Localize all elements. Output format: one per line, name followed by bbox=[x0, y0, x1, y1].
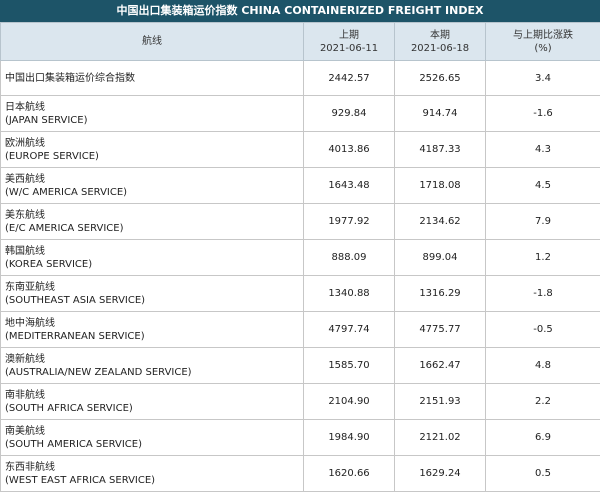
route-cell: 东南亚航线(SOUTHEAST ASIA SERVICE) bbox=[1, 276, 304, 312]
route-name-en: (SOUTH AMERICA SERVICE) bbox=[5, 438, 299, 451]
prev-period-value: 1977.92 bbox=[304, 204, 395, 240]
page-title: 中国出口集装箱运价指数 CHINA CONTAINERIZED FREIGHT … bbox=[0, 0, 600, 22]
current-period-value: 914.74 bbox=[395, 96, 486, 132]
route-name-cn: 日本航线 bbox=[5, 101, 299, 114]
change-percent-value: 0.5 bbox=[486, 456, 600, 492]
current-period-label: 本期 bbox=[395, 29, 485, 42]
route-name-cn: 东西非航线 bbox=[5, 461, 299, 474]
current-period-value: 1662.47 bbox=[395, 348, 486, 384]
prev-period-date: 2021-06-11 bbox=[304, 42, 394, 55]
prev-period-value: 2442.57 bbox=[304, 61, 395, 96]
change-percent-value: -1.8 bbox=[486, 276, 600, 312]
route-name-cn: 美西航线 bbox=[5, 173, 299, 186]
prev-period-value: 929.84 bbox=[304, 96, 395, 132]
route-name-en: (MEDITERRANEAN SERVICE) bbox=[5, 330, 299, 343]
route-name-cn: 美东航线 bbox=[5, 209, 299, 222]
route-name-en: (KOREA SERVICE) bbox=[5, 258, 299, 271]
route-cell: 美东航线(E/C AMERICA SERVICE) bbox=[1, 204, 304, 240]
route-name-cn: 韩国航线 bbox=[5, 245, 299, 258]
change-percent-value: 4.3 bbox=[486, 132, 600, 168]
route-name-cn: 欧洲航线 bbox=[5, 137, 299, 150]
route-cell: 南美航线(SOUTH AMERICA SERVICE) bbox=[1, 420, 304, 456]
current-period-date: 2021-06-18 bbox=[395, 42, 485, 55]
current-period-value: 2151.93 bbox=[395, 384, 486, 420]
change-label: 与上期比涨跌 bbox=[486, 29, 600, 42]
change-unit: (%) bbox=[486, 42, 600, 55]
prev-period-value: 1585.70 bbox=[304, 348, 395, 384]
current-period-value: 2526.65 bbox=[395, 61, 486, 96]
current-period-column-header: 本期 2021-06-18 bbox=[395, 23, 486, 61]
route-name-en: (WEST EAST AFRICA SERVICE) bbox=[5, 474, 299, 487]
route-cell: 地中海航线(MEDITERRANEAN SERVICE) bbox=[1, 312, 304, 348]
route-cell: 日本航线(JAPAN SERVICE) bbox=[1, 96, 304, 132]
route-cell: 中国出口集装箱运价综合指数 bbox=[1, 61, 304, 96]
current-period-value: 4775.77 bbox=[395, 312, 486, 348]
current-period-value: 1316.29 bbox=[395, 276, 486, 312]
change-percent-value: 3.4 bbox=[486, 61, 600, 96]
prev-period-value: 4797.74 bbox=[304, 312, 395, 348]
route-name-cn: 南美航线 bbox=[5, 425, 299, 438]
change-percent-value: 7.9 bbox=[486, 204, 600, 240]
route-cell: 南非航线(SOUTH AFRICA SERVICE) bbox=[1, 384, 304, 420]
route-name-en: (AUSTRALIA/NEW ZEALAND SERVICE) bbox=[5, 366, 299, 379]
route-name-en: (SOUTHEAST ASIA SERVICE) bbox=[5, 294, 299, 307]
route-cell: 美西航线(W/C AMERICA SERVICE) bbox=[1, 168, 304, 204]
route-name-en: (JAPAN SERVICE) bbox=[5, 114, 299, 127]
change-percent-value: 2.2 bbox=[486, 384, 600, 420]
change-percent-value: 1.2 bbox=[486, 240, 600, 276]
change-percent-value: 4.5 bbox=[486, 168, 600, 204]
prev-period-value: 1643.48 bbox=[304, 168, 395, 204]
prev-period-value: 4013.86 bbox=[304, 132, 395, 168]
current-period-value: 2134.62 bbox=[395, 204, 486, 240]
change-percent-value: -1.6 bbox=[486, 96, 600, 132]
prev-period-value: 888.09 bbox=[304, 240, 395, 276]
change-percent-value: -0.5 bbox=[486, 312, 600, 348]
change-percent-value: 6.9 bbox=[486, 420, 600, 456]
route-name-en: (E/C AMERICA SERVICE) bbox=[5, 222, 299, 235]
route-header-label: 航线 bbox=[142, 36, 162, 47]
prev-period-value: 1340.88 bbox=[304, 276, 395, 312]
current-period-value: 899.04 bbox=[395, 240, 486, 276]
route-cell: 韩国航线(KOREA SERVICE) bbox=[1, 240, 304, 276]
route-name-en: (SOUTH AFRICA SERVICE) bbox=[5, 402, 299, 415]
current-period-value: 1718.08 bbox=[395, 168, 486, 204]
current-period-value: 4187.33 bbox=[395, 132, 486, 168]
prev-period-label: 上期 bbox=[304, 29, 394, 42]
route-name-cn: 澳新航线 bbox=[5, 353, 299, 366]
route-name-cn: 南非航线 bbox=[5, 389, 299, 402]
table-row: 澳新航线(AUSTRALIA/NEW ZEALAND SERVICE)1585.… bbox=[1, 348, 600, 384]
prev-period-value: 1620.66 bbox=[304, 456, 395, 492]
change-percent-value: 4.8 bbox=[486, 348, 600, 384]
route-name-en: (EUROPE SERVICE) bbox=[5, 150, 299, 163]
prev-period-value: 2104.90 bbox=[304, 384, 395, 420]
route-cell: 欧洲航线(EUROPE SERVICE) bbox=[1, 132, 304, 168]
freight-index-table: 航线 上期 2021-06-11 本期 2021-06-18 与上期比涨跌 (%… bbox=[0, 22, 600, 492]
route-column-header: 航线 bbox=[1, 23, 304, 61]
current-period-value: 2121.02 bbox=[395, 420, 486, 456]
current-period-value: 1629.24 bbox=[395, 456, 486, 492]
route-cell: 澳新航线(AUSTRALIA/NEW ZEALAND SERVICE) bbox=[1, 348, 304, 384]
route-name-cn: 地中海航线 bbox=[5, 317, 299, 330]
route-name-cn: 中国出口集装箱运价综合指数 bbox=[5, 72, 299, 85]
prev-period-column-header: 上期 2021-06-11 bbox=[304, 23, 395, 61]
route-name-en: (W/C AMERICA SERVICE) bbox=[5, 186, 299, 199]
change-column-header: 与上期比涨跌 (%) bbox=[486, 23, 600, 61]
prev-period-value: 1984.90 bbox=[304, 420, 395, 456]
route-name-cn: 东南亚航线 bbox=[5, 281, 299, 294]
route-cell: 东西非航线(WEST EAST AFRICA SERVICE) bbox=[1, 456, 304, 492]
table-header-row: 航线 上期 2021-06-11 本期 2021-06-18 与上期比涨跌 (%… bbox=[1, 23, 600, 61]
